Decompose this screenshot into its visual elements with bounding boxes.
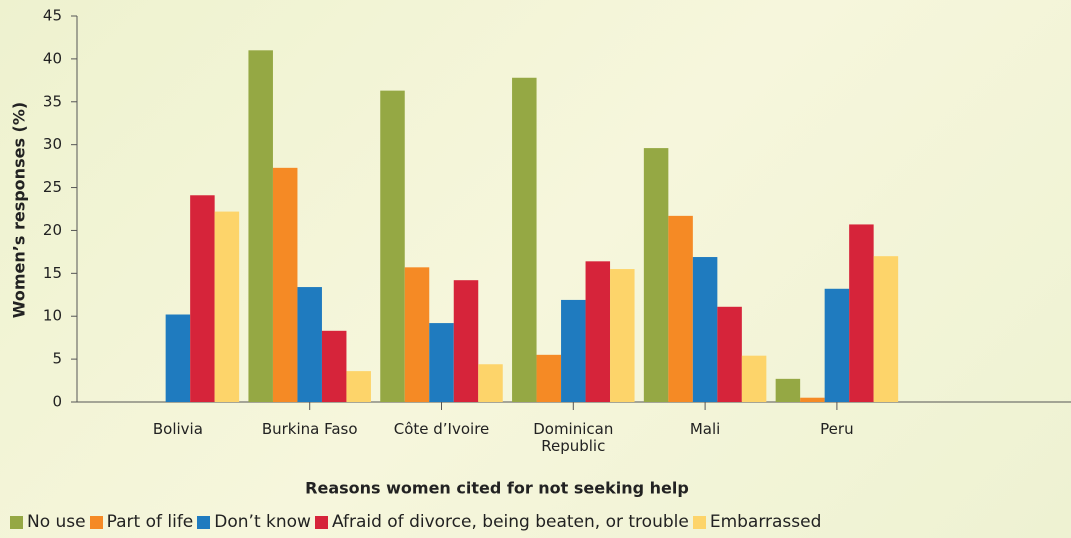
bar (248, 50, 273, 403)
x-axis-label: Reasons women cited for not seeking help (305, 479, 689, 498)
y-tick-label: 25 (43, 178, 62, 196)
bar (380, 90, 405, 403)
bar (775, 378, 801, 402)
y-tick-label: 40 (43, 49, 62, 67)
bar (272, 167, 298, 402)
bar (321, 330, 347, 402)
x-tick-label: Peru (820, 420, 854, 438)
bar (717, 306, 742, 402)
y-tick-label: 35 (43, 92, 62, 110)
bar (741, 355, 767, 402)
x-tick-label: Bolivia (152, 420, 203, 438)
bar (453, 280, 479, 402)
legend-swatch (10, 515, 23, 529)
bar (536, 354, 562, 402)
bar (824, 288, 850, 402)
legend-swatch (197, 515, 211, 529)
bar (190, 195, 215, 402)
y-tick-label: 30 (43, 135, 62, 153)
y-tick-label: 15 (43, 264, 62, 282)
bar (668, 215, 693, 402)
bar (512, 77, 537, 402)
y-tick-label: 45 (43, 7, 62, 25)
bar (800, 397, 825, 402)
bar (610, 269, 635, 402)
bar (849, 224, 874, 402)
bar (561, 299, 586, 402)
x-tick-label: Côte d’Ivoire (393, 420, 490, 438)
bar (585, 261, 611, 402)
legend-swatch (314, 515, 328, 529)
y-tick-label: 10 (43, 307, 62, 325)
x-tick-label: Burkina Faso (261, 420, 358, 438)
legend-label: Embarrassed (709, 512, 822, 532)
y-tick-label: 5 (52, 350, 62, 368)
legend: No use Part of life Don’t know Afraid of di… (6, 512, 821, 532)
legend-swatch (89, 515, 103, 529)
legend-label: Afraid of divorce, being beaten, or trou… (331, 512, 689, 532)
bar (873, 256, 899, 402)
y-tick-label: 0 (52, 393, 62, 411)
bar (297, 287, 322, 402)
legend-swatch (692, 515, 706, 529)
bar (214, 211, 240, 402)
legend-label: Part of life (106, 512, 194, 532)
legend-label: Don’t know (214, 512, 311, 532)
bar (643, 148, 669, 402)
bar (404, 267, 430, 402)
bar (478, 364, 503, 402)
y-axis-label: Women’s responses (%) (10, 102, 29, 318)
x-tick-label: Mali (689, 420, 721, 438)
bar (346, 371, 371, 402)
bar (165, 314, 191, 402)
bar (692, 257, 718, 402)
y-tick-label: 20 (43, 221, 62, 239)
bar (429, 323, 454, 402)
legend-label: No use (27, 512, 86, 532)
x-tick-label: Dominican Republic (533, 420, 614, 455)
